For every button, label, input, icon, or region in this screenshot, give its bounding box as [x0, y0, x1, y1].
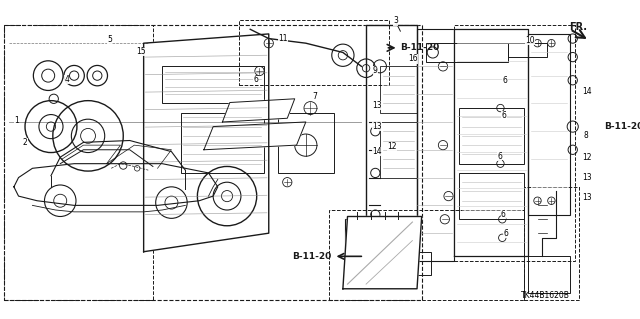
- Text: 16: 16: [408, 55, 418, 63]
- Bar: [524, 187, 579, 300]
- Bar: [380, 122, 417, 178]
- Bar: [528, 256, 570, 293]
- Text: 15: 15: [136, 47, 146, 56]
- Text: 6: 6: [502, 76, 508, 85]
- Bar: [278, 113, 333, 173]
- Text: 12: 12: [387, 143, 397, 152]
- Text: 1: 1: [14, 115, 19, 125]
- Text: 6: 6: [502, 111, 507, 120]
- Text: 8: 8: [583, 131, 588, 140]
- Polygon shape: [343, 217, 422, 289]
- Text: 13: 13: [582, 173, 591, 182]
- Bar: [329, 210, 524, 300]
- Polygon shape: [380, 29, 417, 261]
- Polygon shape: [204, 122, 306, 150]
- Text: 6: 6: [253, 75, 258, 84]
- Bar: [415, 252, 431, 275]
- Text: B-11-20: B-11-20: [604, 122, 640, 131]
- Text: 3: 3: [393, 17, 398, 26]
- Text: 12: 12: [582, 153, 591, 162]
- Polygon shape: [143, 34, 269, 252]
- Text: 10: 10: [525, 36, 535, 45]
- Text: 13: 13: [582, 193, 591, 203]
- Text: 14: 14: [372, 147, 382, 156]
- Text: 11: 11: [278, 34, 287, 43]
- Polygon shape: [223, 99, 294, 122]
- Text: B-11-20: B-11-20: [292, 252, 332, 261]
- Text: TK44B1620B: TK44B1620B: [521, 291, 570, 300]
- Bar: [508, 43, 547, 57]
- Text: 6: 6: [504, 229, 508, 238]
- Bar: [345, 219, 415, 287]
- Bar: [162, 66, 264, 103]
- Bar: [180, 113, 264, 173]
- Text: 14: 14: [582, 87, 591, 96]
- Bar: [459, 173, 524, 219]
- Text: FR.: FR.: [569, 21, 587, 32]
- Bar: [380, 66, 417, 113]
- Polygon shape: [366, 25, 417, 270]
- Bar: [239, 20, 389, 85]
- Text: 7: 7: [313, 92, 317, 100]
- Bar: [426, 43, 508, 62]
- Text: 4: 4: [64, 75, 69, 84]
- Bar: [4, 25, 422, 300]
- Bar: [417, 29, 454, 261]
- Text: 5: 5: [107, 35, 112, 44]
- Text: 2: 2: [22, 138, 28, 147]
- Polygon shape: [454, 29, 528, 256]
- Bar: [528, 34, 570, 215]
- Bar: [4, 25, 153, 300]
- Text: B-11-20: B-11-20: [401, 43, 440, 52]
- Text: 6: 6: [500, 210, 506, 219]
- Text: 13: 13: [372, 122, 382, 131]
- Bar: [459, 108, 524, 164]
- Text: 9: 9: [373, 66, 378, 76]
- Text: 6: 6: [497, 152, 502, 161]
- Bar: [454, 25, 575, 261]
- Text: 13: 13: [372, 101, 382, 110]
